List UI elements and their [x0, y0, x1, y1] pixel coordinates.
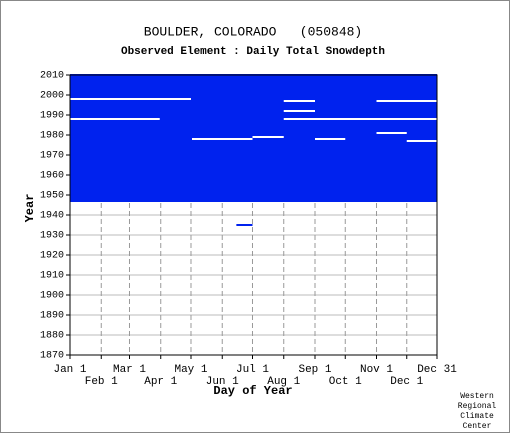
- x-tick-label: Sep 1: [298, 364, 331, 376]
- plot-border: [69, 74, 438, 356]
- missing-data: [252, 136, 284, 138]
- data-block: [236, 224, 253, 226]
- missing-data: [406, 140, 437, 142]
- y-tick-label: 1910: [40, 271, 64, 282]
- y-tick-label: 1900: [40, 291, 64, 302]
- y-tick-label: 1880: [40, 331, 64, 342]
- y-tick-label: 1990: [40, 111, 64, 122]
- footer-text: Climate: [460, 412, 494, 421]
- x-tick-label: May 1: [174, 364, 207, 376]
- missing-data: [376, 100, 437, 102]
- y-tick-label: 1970: [40, 151, 64, 162]
- x-tick-label: Nov 1: [360, 364, 393, 376]
- footer-text: Regional: [458, 402, 497, 411]
- x-tick-label: Aug 1: [267, 376, 300, 388]
- y-tick-label: 1960: [40, 171, 64, 182]
- x-tick-label: Jan 1: [53, 364, 86, 376]
- x-tick-label: Dec 1: [390, 376, 423, 388]
- y-tick-label: 1940: [40, 211, 64, 222]
- x-tick-label: Feb 1: [85, 376, 118, 388]
- footer-text: Western: [460, 392, 494, 401]
- x-tick-label: Mar 1: [113, 364, 146, 376]
- y-tick-label: 2010: [40, 71, 64, 82]
- x-tick-label: Apr 1: [144, 376, 177, 388]
- x-tick-label: Oct 1: [329, 376, 362, 388]
- missing-data: [376, 132, 407, 134]
- y-tick-label: 1870: [40, 351, 64, 362]
- y-tick-label: 1930: [40, 231, 64, 242]
- missing-data: [283, 110, 316, 112]
- footer-text: Center: [463, 422, 492, 431]
- y-tick-label: 2000: [40, 91, 64, 102]
- x-tick-label: Dec 31: [417, 364, 457, 376]
- missing-data: [283, 100, 316, 102]
- y-tick-label: 1920: [40, 251, 64, 262]
- x-axis-label: Day of Year: [213, 384, 292, 398]
- chart-title: BOULDER, COLORADO (050848): [144, 24, 362, 39]
- y-tick-label: 1950: [40, 191, 64, 202]
- missing-data: [191, 138, 253, 140]
- missing-data: [283, 118, 437, 120]
- y-tick-label: 1980: [40, 131, 64, 142]
- y-axis-label: Year: [23, 194, 37, 223]
- chart-subtitle: Observed Element : Daily Total Snowdepth: [121, 46, 385, 58]
- x-tick-label: Jun 1: [206, 376, 239, 388]
- x-tick-label: Jul 1: [236, 364, 269, 376]
- missing-data: [315, 138, 346, 140]
- missing-data: [70, 98, 191, 100]
- y-tick-label: 1890: [40, 311, 64, 322]
- missing-data: [70, 118, 160, 120]
